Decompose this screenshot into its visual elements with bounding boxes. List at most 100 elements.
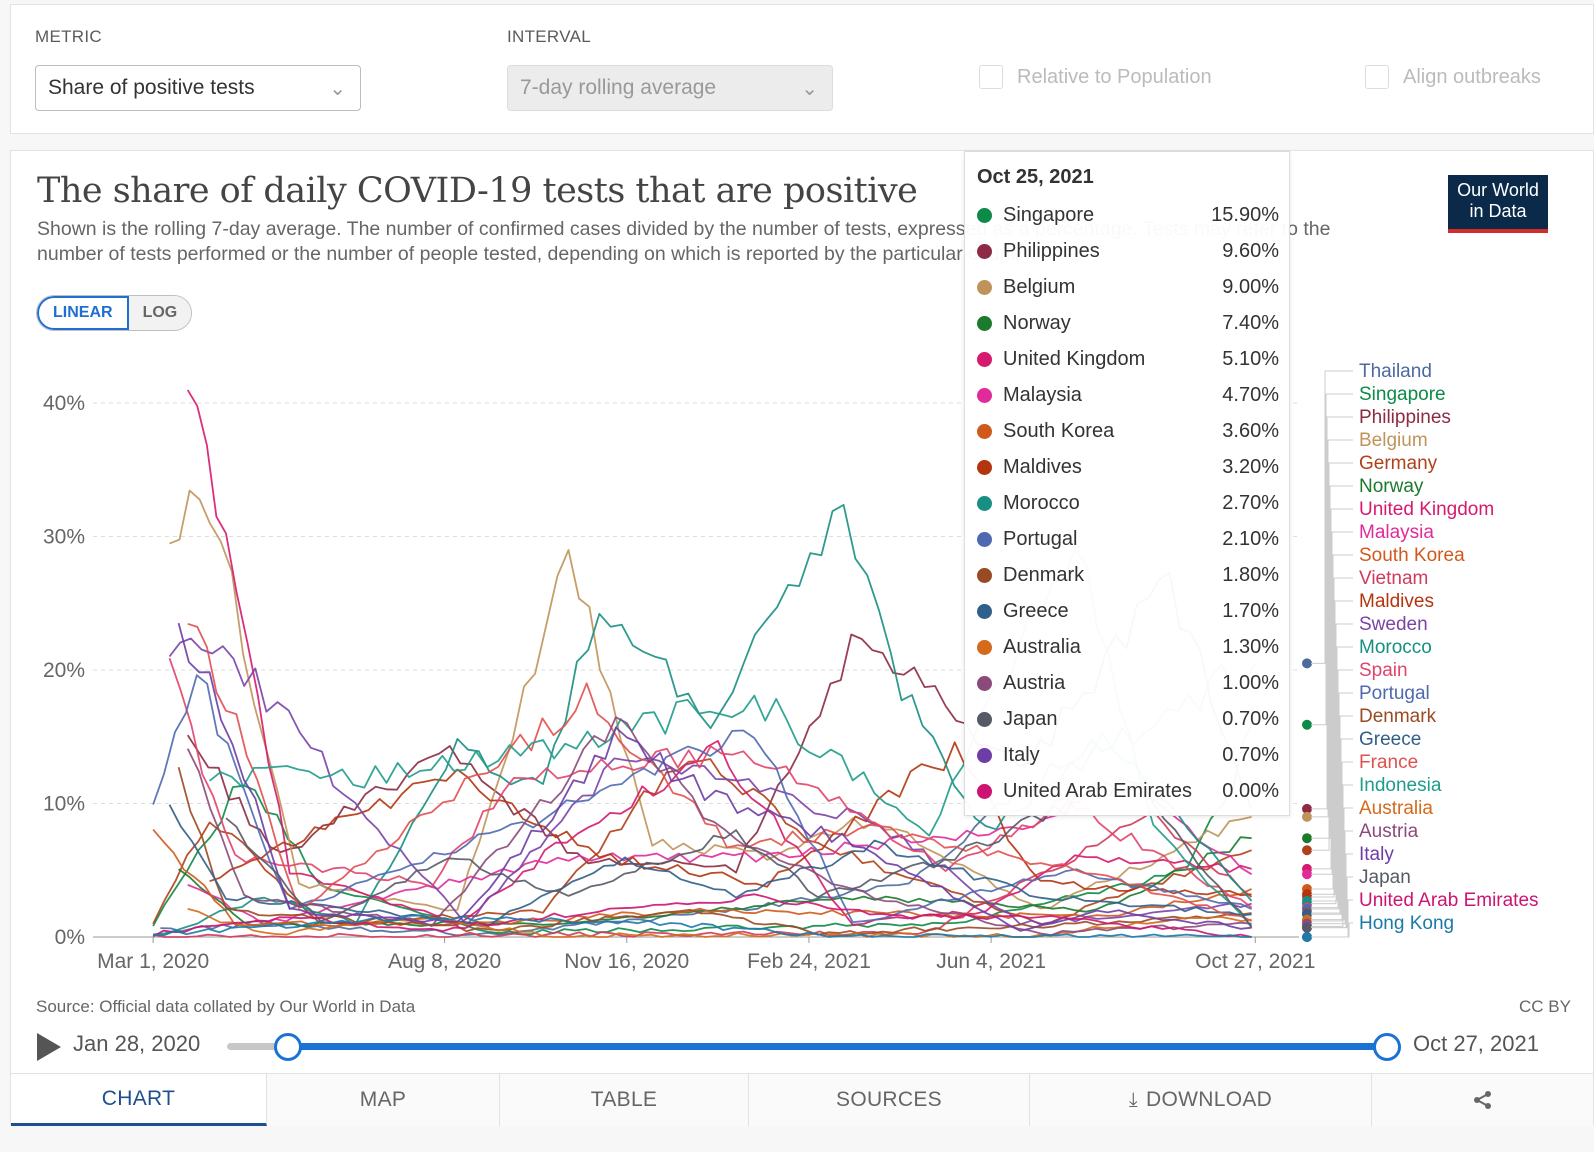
legend-connector (1311, 715, 1353, 914)
legend-connector (1311, 370, 1353, 664)
tooltip-country: Australia (1003, 635, 1081, 658)
tooltip-value: 4.70% (1222, 383, 1279, 406)
legend-label: United Kingdom (1359, 499, 1494, 520)
tooltip-value: 1.30% (1222, 635, 1279, 658)
tooltip-country: Singapore (1003, 203, 1095, 226)
tooltip-country: Morocco (1003, 491, 1080, 514)
metric-label: METRIC (35, 27, 102, 46)
tab-chart[interactable]: CHART (11, 1074, 267, 1126)
share-button[interactable] (1372, 1074, 1593, 1126)
tooltip-row: Portugal 2.10% (977, 524, 1279, 554)
series-line-greece (168, 804, 1252, 927)
legend-connector (1311, 646, 1353, 902)
x-tick-label: Mar 1, 2020 (97, 950, 209, 973)
y-tick-label: 0% (55, 926, 85, 949)
series-line-vietnam (152, 810, 1253, 938)
legend-connector (1311, 439, 1353, 818)
tooltip-row: Japan 0.70% (977, 704, 1279, 734)
series-end-dot (1302, 869, 1312, 880)
legend-label: Italy (1359, 844, 1394, 865)
tooltip-country: Norway (1003, 311, 1071, 334)
interval-label: INTERVAL (507, 27, 591, 46)
owid-logo[interactable]: Our World in Data (1448, 175, 1548, 233)
checkbox-icon (979, 65, 1003, 89)
tooltip-row: Italy 0.70% (977, 740, 1279, 770)
chevron-down-icon: ⌄ (801, 78, 818, 100)
series-line-portugal (152, 674, 1252, 923)
metric-select[interactable]: Share of positive tests ⌄ (35, 65, 361, 111)
legend-label: South Korea (1359, 545, 1465, 566)
tooltip-value: 3.60% (1222, 419, 1279, 442)
legend-connector (1311, 554, 1353, 890)
series-color-dot (977, 423, 992, 439)
timeline-start-handle[interactable] (274, 1033, 302, 1061)
tooltip-value: 2.70% (1222, 491, 1279, 514)
legend-connector (1311, 600, 1353, 895)
legend-connector (1311, 876, 1353, 929)
source-note: Source: Official data collated by Our Wo… (36, 997, 416, 1016)
tab-table[interactable]: TABLE (500, 1074, 749, 1126)
tooltip-row: Denmark 1.80% (977, 560, 1279, 590)
series-color-dot (977, 351, 992, 367)
tooltip-value: 1.00% (1222, 671, 1279, 694)
legend-connector (1311, 784, 1353, 927)
tooltip-value: 3.20% (1222, 455, 1279, 478)
legend-connector (1311, 830, 1353, 925)
legend-label: Hong Kong (1359, 913, 1454, 934)
tooltip-row: Malaysia 4.70% (977, 380, 1279, 410)
legend-connector (1311, 577, 1353, 898)
tooltip-value: 0.70% (1222, 743, 1279, 766)
chevron-down-icon: ⌄ (329, 78, 346, 100)
series-end-dot (1302, 932, 1312, 942)
legend-connector (1311, 416, 1353, 810)
tooltip-row: Philippines 9.60% (977, 236, 1279, 266)
legend-connector (1311, 807, 1353, 921)
series-color-dot (977, 495, 992, 511)
series-color-dot (977, 783, 992, 799)
interval-select-value: 7-day rolling average (520, 76, 717, 99)
tooltip-row: Australia 1.30% (977, 632, 1279, 662)
timeline-end-handle[interactable] (1373, 1033, 1401, 1061)
interval-select[interactable]: 7-day rolling average ⌄ (507, 65, 833, 111)
x-tick-label: Nov 16, 2020 (564, 950, 689, 973)
tab-download[interactable]: ⤓ DOWNLOAD (1030, 1074, 1372, 1126)
license-link[interactable]: CC BY (1519, 997, 1571, 1016)
tooltip-row: Singapore 15.90% (977, 200, 1279, 230)
log-scale-button[interactable]: LOG (128, 296, 192, 330)
legend-connector (1311, 922, 1353, 938)
legend-connector (1311, 669, 1353, 909)
play-icon[interactable] (37, 1033, 61, 1061)
legend-label: Greece (1359, 729, 1421, 750)
legend-label: Germany (1359, 453, 1438, 474)
tab-sources[interactable]: SOURCES (749, 1074, 1030, 1126)
legend-label: United Arab Emirates (1359, 890, 1539, 911)
series-end-dot (1302, 811, 1312, 822)
relative-to-population-checkbox[interactable]: Relative to Population (979, 65, 1212, 89)
legend-connector (1311, 485, 1353, 839)
tooltip-value: 1.80% (1222, 563, 1279, 586)
series-end-dot (1302, 845, 1312, 856)
legend-label: Belgium (1359, 430, 1428, 451)
download-icon: ⤓ (1128, 1088, 1139, 1111)
download-label: DOWNLOAD (1146, 1088, 1273, 1111)
tooltip-row: United Arab Emirates 0.00% (977, 776, 1279, 806)
legend-label: Vietnam (1359, 568, 1428, 589)
series-end-dot (1302, 658, 1312, 669)
series-end-dot (1302, 803, 1312, 814)
align-outbreaks-checkbox[interactable]: Align outbreaks (1365, 65, 1541, 89)
line-chart[interactable]: 0% 10% 20% 30% 40% Mar 1, 2020 Aug 8, 2020 Nov … (11, 151, 1593, 991)
tooltip-row: Morocco 2.70% (977, 488, 1279, 518)
tooltip-row: Maldives 3.20% (977, 452, 1279, 482)
chart-card: The share of daily COVID-19 tests that a… (10, 150, 1594, 1126)
tooltip-row: United Kingdom 5.10% (977, 344, 1279, 374)
tooltip-country: Portugal (1003, 527, 1078, 550)
series-line-maldives (209, 741, 1252, 897)
series-color-dot (977, 531, 992, 547)
legend-label: Indonesia (1359, 775, 1442, 796)
series-color-dot (977, 387, 992, 403)
legend-label: France (1359, 752, 1418, 773)
linear-scale-button[interactable]: LINEAR (37, 296, 129, 330)
legend-label: Singapore (1359, 384, 1446, 405)
tooltip-value: 2.10% (1222, 527, 1279, 550)
tab-map[interactable]: MAP (267, 1074, 500, 1126)
